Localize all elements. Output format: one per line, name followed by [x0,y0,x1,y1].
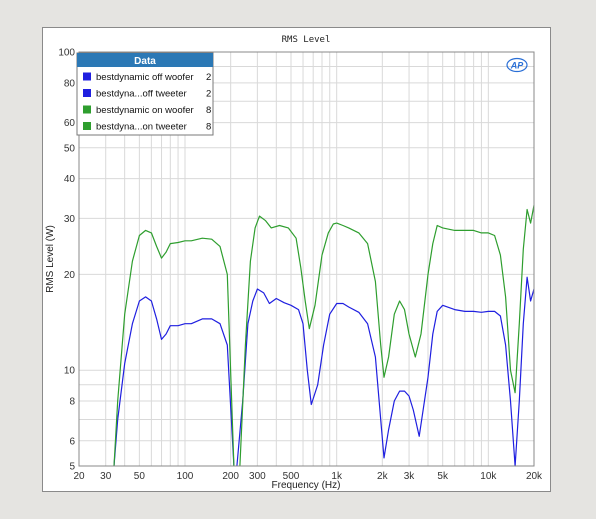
y-tick-label: 100 [58,48,75,59]
y-axis-ticks: 5 6 8 10 20 30 40 50 60 80 100 [58,48,75,473]
legend-swatch [83,105,91,114]
series-line-1 [113,296,235,467]
series-line-3 [113,229,235,467]
y-tick-label: 10 [64,366,76,377]
x-tick-label: 3k [404,471,416,482]
x-axis-label: Frequency (Hz) [272,480,341,491]
legend-title: Data [134,56,156,67]
legend-items: bestdynamic off woofer 2 bestdyna...off tw… [83,72,211,133]
x-tick-label: 30 [100,471,112,482]
x-tick-label: 100 [177,471,194,482]
y-tick-label: 5 [69,462,75,473]
legend-label: bestdyna...off tweeter [96,89,187,100]
chart-title: RMS Level [282,35,331,45]
rms-level-chart: RMS Level 20 30 50 100 200 300 500 1k 2k 3k 5k 10k 2… [45,35,543,491]
y-tick-label: 80 [64,78,76,89]
legend-channel: 2 [206,72,211,83]
plot-border [78,51,535,467]
x-tick-label: 1k [331,471,343,482]
y-tick-label: 20 [64,270,76,281]
legend-channel: 8 [206,122,211,133]
y-tick-label: 6 [69,436,75,447]
legend-swatch [83,72,91,81]
legend-channel: 8 [206,105,211,116]
y-tick-label: 60 [64,118,76,129]
ap-logo-text: AP [510,61,524,71]
x-tick-label: 10k [480,471,497,482]
series-line-2 [236,276,535,467]
legend-swatch [83,122,91,130]
legend-label: bestdynamic off woofer [96,72,194,83]
chart-frame: RMS Level 20 30 50 100 200 300 500 1k 2k 3k 5k 10k 2… [42,27,551,492]
x-tick-label: 200 [222,471,239,482]
y-tick-label: 40 [64,174,76,185]
y-tick-label: 50 [64,143,76,154]
series-line-4 [239,205,535,467]
ap-logo: AP [506,57,528,73]
x-tick-label: 500 [283,471,300,482]
legend-channel: 2 [206,89,211,100]
x-axis-ticks: 20 30 50 100 200 300 500 1k 2k 3k 5k 10k 20k [73,471,543,482]
y-tick-label: 8 [69,397,75,408]
x-tick-label: 2k [377,471,389,482]
x-tick-label: 5k [437,471,449,482]
legend-label: bestdyna...on tweeter [96,122,187,133]
x-tick-label: 20k [526,471,543,482]
x-tick-label: 50 [134,471,146,482]
legend-header [77,53,213,67]
x-tick-label: 20 [73,471,85,482]
x-tick-label: 300 [249,471,266,482]
y-tick-label: 30 [64,214,76,225]
plot-series [113,205,535,467]
legend[interactable]: Data bestdynamic off woofer 2 bestdyna...o… [76,52,214,136]
legend-swatch [83,89,91,97]
y-axis-label: RMS Level (W) [45,225,56,293]
legend-label: bestdynamic on woofer [96,105,194,116]
